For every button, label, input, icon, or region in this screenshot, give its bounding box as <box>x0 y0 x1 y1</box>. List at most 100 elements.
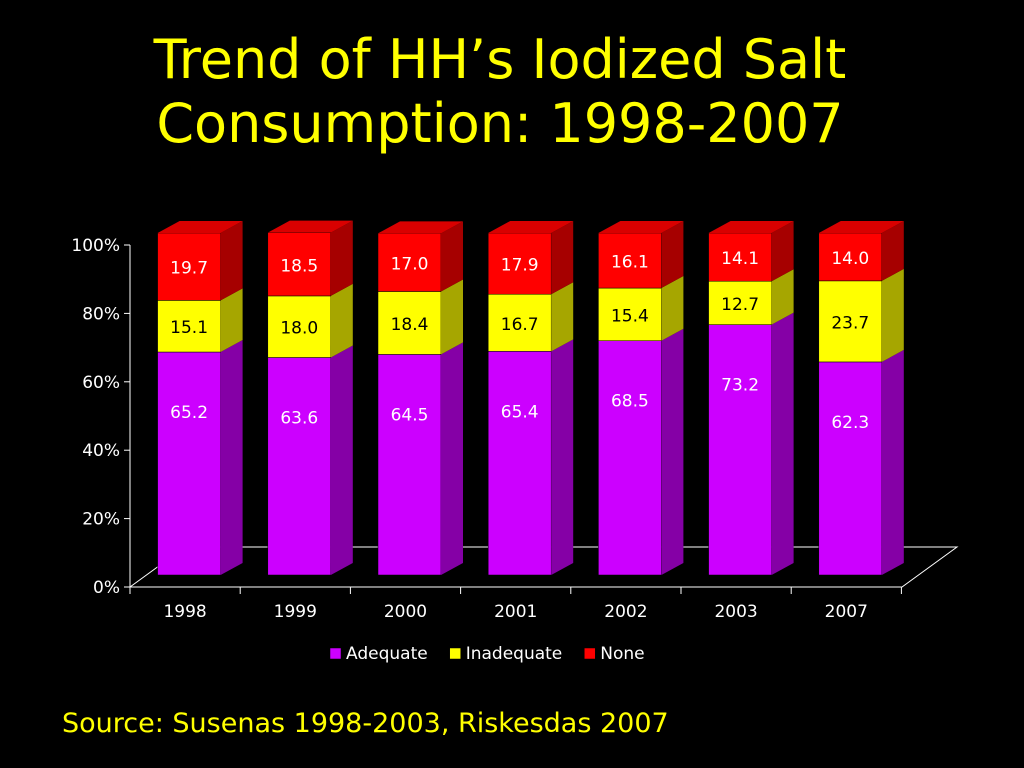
data-label-none: 14.1 <box>721 249 759 269</box>
x-tick-label: 2001 <box>494 602 537 622</box>
bar-side-inadequate <box>551 282 574 352</box>
data-label-adequate: 73.2 <box>721 376 759 396</box>
bar-segment-adequate <box>157 351 221 576</box>
legend-swatch-adequate <box>329 647 342 660</box>
data-label-adequate: 68.5 <box>611 392 649 412</box>
data-label-inadequate: 12.7 <box>721 295 759 315</box>
bar-side-inadequate <box>771 269 794 325</box>
bar-side-inadequate <box>881 268 904 362</box>
bar-segment-adequate <box>267 357 332 576</box>
x-tick-label: 2007 <box>825 602 868 622</box>
x-tick-label: 2000 <box>384 602 427 622</box>
data-label-adequate: 63.6 <box>280 408 318 428</box>
bar-side-inadequate <box>220 288 243 353</box>
bar-top <box>267 220 353 233</box>
bar-side-adequate <box>330 345 353 575</box>
bar-top <box>157 221 243 233</box>
bar-segment-inadequate <box>157 300 221 353</box>
bar-side-none <box>771 221 794 282</box>
bar-segment-adequate <box>708 324 772 576</box>
data-label-none: 17.9 <box>501 256 539 276</box>
bar-segment-inadequate <box>377 291 442 355</box>
bar-group-2001: 65.4 16.7 17.9 <box>487 221 574 576</box>
bar-segment-none <box>267 232 332 297</box>
data-label-adequate: 62.3 <box>831 413 869 433</box>
data-label-none: 17.0 <box>391 254 429 274</box>
data-label-inadequate: 15.4 <box>611 306 649 326</box>
bar-side-none <box>881 221 904 281</box>
x-tick-label: 1998 <box>163 602 206 622</box>
bar-segment-inadequate <box>598 287 662 341</box>
data-label-adequate: 65.2 <box>170 403 208 423</box>
y-tick-label: 60% <box>82 373 120 393</box>
legend-label-adequate: Adequate <box>346 644 428 664</box>
bar-side-adequate <box>771 312 794 575</box>
y-tick-label: 100% <box>71 236 120 256</box>
data-label-none: 14.0 <box>831 249 869 269</box>
legend-swatch-inadequate <box>449 647 461 660</box>
bar-side-none <box>551 221 574 295</box>
bar-side-adequate <box>881 349 904 575</box>
bar-segment-none <box>487 232 552 295</box>
data-label-inadequate: 18.4 <box>391 315 429 335</box>
bar-group-1998: 65.2 15.1 19.7 <box>157 221 243 576</box>
data-label-adequate: 64.5 <box>391 405 429 425</box>
title-line-2: Consumption: 1998-2007 <box>156 92 844 155</box>
data-label-none: 19.7 <box>170 259 208 279</box>
legend-label-inadequate: Inadequate <box>466 644 563 664</box>
bar-group-2002: 68.5 15.4 16.1 <box>598 221 684 576</box>
x-tick-label: 1999 <box>274 602 317 622</box>
bar-segment-none <box>157 232 221 301</box>
bar-group-2000: 64.5 18.4 17.0 <box>377 221 463 576</box>
slide-title: Trend of HH’s Iodized Salt Consumption: … <box>0 28 1000 156</box>
bar-segment-none <box>708 232 772 282</box>
bar-segment-none <box>598 232 662 289</box>
bar-segment-adequate <box>377 354 442 576</box>
bar-segment-adequate <box>598 340 662 576</box>
x-tick-label: 2002 <box>604 602 647 622</box>
bar-side-inadequate <box>661 276 684 341</box>
bar-segment-inadequate <box>487 293 552 352</box>
data-label-adequate: 65.4 <box>501 402 539 422</box>
legend: Adequate Inadequate None <box>329 644 645 664</box>
data-label-inadequate: 18.0 <box>280 319 318 339</box>
bar-side-adequate <box>661 328 684 575</box>
data-label-none: 18.5 <box>280 256 318 276</box>
data-label-inadequate: 15.1 <box>170 318 208 338</box>
legend-label-none: None <box>600 644 644 664</box>
bar-side-none <box>220 221 243 301</box>
bar-side-none <box>330 220 353 296</box>
bar-side-inadequate <box>441 279 463 355</box>
bar-side-none <box>441 221 463 292</box>
title-line-1: Trend of HH’s Iodized Salt <box>153 28 847 91</box>
bar-top <box>378 221 463 234</box>
bar-side-inadequate <box>330 283 353 358</box>
bar-group-1999: 63.6 18.0 18.5 <box>267 220 353 576</box>
bar-top <box>488 221 574 233</box>
bar-top <box>708 221 794 233</box>
bar-segment-none <box>818 232 883 282</box>
legend-swatch-none <box>584 647 596 660</box>
y-tick-label: 20% <box>82 510 120 530</box>
bar-side-adequate <box>220 340 243 575</box>
x-tick-label: 2003 <box>714 602 757 622</box>
data-label-none: 16.1 <box>611 253 649 273</box>
source-note: Source: Susenas 1998-2003, Riskesdas 200… <box>62 708 669 739</box>
data-label-inadequate: 16.7 <box>501 315 539 335</box>
bar-segment-none <box>377 233 442 292</box>
y-tick-label: 40% <box>82 441 120 461</box>
bar-group-2003: 73.2 12.7 14.1 <box>708 221 794 576</box>
bar-side-adequate <box>551 339 574 575</box>
bar-top <box>598 221 684 233</box>
bar-segment-adequate <box>818 361 883 576</box>
bar-group-2007: 62.3 23.7 14.0 <box>818 221 904 576</box>
bar-side-none <box>661 221 684 289</box>
bar-side-adequate <box>441 342 463 575</box>
y-tick-label: 0% <box>93 578 120 598</box>
data-label-inadequate: 23.7 <box>831 313 869 333</box>
bar-segment-adequate <box>487 351 552 576</box>
y-tick-label: 80% <box>82 304 120 324</box>
bar-top <box>818 221 904 233</box>
bar-segment-inadequate <box>818 280 883 363</box>
